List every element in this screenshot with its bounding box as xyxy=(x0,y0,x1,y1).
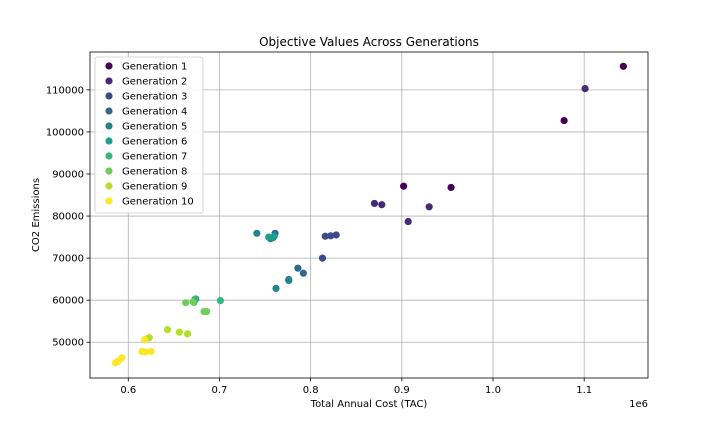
x-tick-label: 1.0 xyxy=(485,385,501,396)
y-tick-label: 70000 xyxy=(52,254,84,265)
data-point xyxy=(370,199,379,208)
data-point xyxy=(378,201,386,209)
legend-marker xyxy=(105,92,113,100)
legend-label: Generation 9 xyxy=(122,182,187,193)
legend-label: Generation 4 xyxy=(122,107,187,118)
data-point xyxy=(200,307,208,316)
data-point xyxy=(138,347,146,356)
data-point xyxy=(318,254,327,262)
y-axis-ticks: 50000 60000 70000 80000 90000 100000 110000 xyxy=(46,85,90,349)
y-tick-label: 50000 xyxy=(52,338,84,349)
legend: Generation 1 Generation 2 Generation 3 Gene… xyxy=(94,56,204,214)
legend-label: Generation 6 xyxy=(122,137,187,148)
legend-marker xyxy=(105,152,113,160)
data-point xyxy=(182,299,190,307)
legend-label: Generation 7 xyxy=(122,152,187,163)
x-axis-offset-label: 1e6 xyxy=(629,399,648,410)
data-point xyxy=(111,359,120,367)
data-point xyxy=(332,231,340,239)
data-point xyxy=(265,233,273,241)
legend-label: Generation 1 xyxy=(122,62,187,73)
data-point xyxy=(285,276,293,285)
x-tick-label: 0.6 xyxy=(120,385,136,396)
chart-title: Objective Values Across Generations xyxy=(259,35,479,49)
legend-marker xyxy=(105,137,113,145)
legend-label: Generation 5 xyxy=(122,122,187,133)
legend-marker xyxy=(105,107,113,115)
y-tick-label: 80000 xyxy=(52,212,84,223)
data-point xyxy=(253,229,261,237)
x-axis-ticks: 0.6 0.7 0.8 0.9 1.0 1.1 xyxy=(120,378,592,396)
legend-marker xyxy=(105,62,113,70)
y-tick-label: 100000 xyxy=(46,127,84,138)
data-point xyxy=(147,347,155,356)
y-tick-label: 90000 xyxy=(52,169,84,180)
legend-label: Generation 3 xyxy=(122,92,187,103)
data-point xyxy=(581,84,589,93)
x-tick-label: 1.1 xyxy=(576,385,592,396)
data-point xyxy=(183,330,192,338)
y-tick-label: 110000 xyxy=(46,85,84,96)
x-tick-label: 0.9 xyxy=(394,385,410,396)
legend-label: Generation 8 xyxy=(122,167,187,178)
data-point xyxy=(425,203,433,211)
data-point xyxy=(619,62,627,70)
legend-marker xyxy=(105,197,113,205)
data-point xyxy=(447,183,455,192)
x-tick-label: 0.8 xyxy=(303,385,319,396)
data-point xyxy=(272,284,280,293)
data-point xyxy=(294,264,302,272)
y-axis-label: CO2 Emissions xyxy=(31,178,42,252)
data-point xyxy=(189,298,197,306)
data-points xyxy=(111,62,627,367)
data-point xyxy=(141,336,149,344)
data-point xyxy=(560,116,568,125)
data-point xyxy=(321,232,329,240)
legend-marker xyxy=(105,122,113,130)
x-tick-label: 0.7 xyxy=(212,385,228,396)
plot-frame xyxy=(89,51,649,379)
data-point xyxy=(163,326,172,334)
data-point xyxy=(400,182,408,190)
legend-label: Generation 10 xyxy=(122,197,194,208)
legend-box xyxy=(94,56,204,214)
data-point xyxy=(327,232,335,240)
x-axis-label: Total Annual Cost (TAC) xyxy=(310,399,428,410)
data-point xyxy=(299,269,307,277)
legend-marker xyxy=(105,167,113,175)
data-point xyxy=(270,232,278,240)
y-tick-label: 60000 xyxy=(52,296,84,307)
data-point xyxy=(216,297,224,305)
legend-marker xyxy=(105,182,113,190)
data-point xyxy=(404,217,412,226)
legend-marker xyxy=(105,77,113,85)
legend-label: Generation 2 xyxy=(122,77,187,88)
data-point xyxy=(175,328,183,336)
